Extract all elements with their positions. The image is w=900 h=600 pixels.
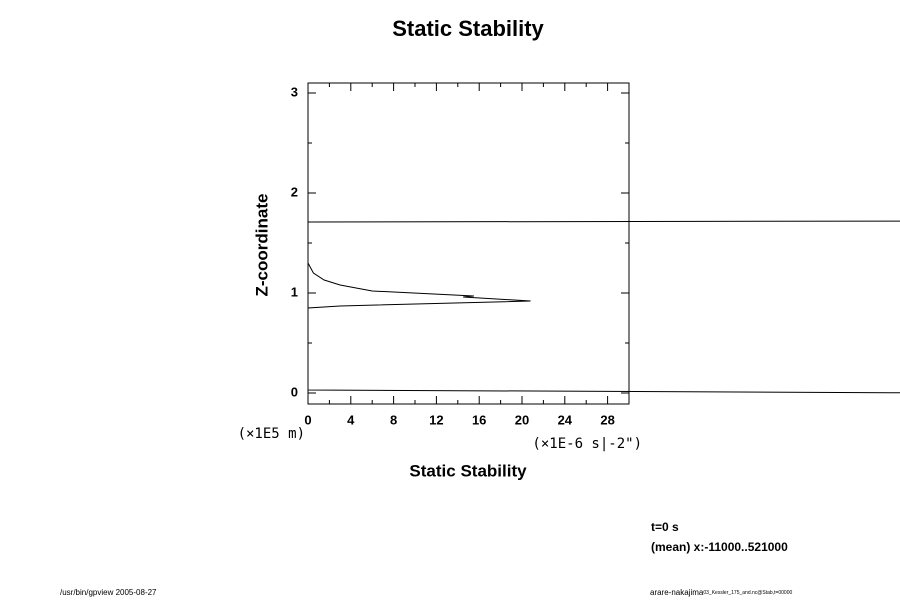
x-tick-label: 0 (304, 412, 311, 427)
plot-frame (307, 82, 630, 405)
x-tick-label: 8 (390, 412, 397, 427)
x-tick-label: 12 (429, 412, 443, 427)
annotation: t=0 s (651, 520, 679, 534)
y-axis-label: Z-coordinate (252, 194, 271, 297)
footer-part: arare-nakajima (650, 588, 704, 597)
footer: arare-nakajima03_Kessler_175_and.nc@Stab… (650, 588, 792, 597)
x-tick-label: 28 (600, 412, 614, 427)
chart-title: Static Stability (392, 16, 544, 41)
y-tick-label: 0 (291, 384, 298, 399)
annotation: (mean) x:-11000..521000 (651, 540, 788, 554)
x-tick-label: 16 (472, 412, 486, 427)
x-axis-label: Static Stability (409, 461, 527, 480)
y-unit: (×1E5 m) (238, 426, 305, 442)
data-line (307, 220, 900, 394)
footer-part: 03_Kessler_175_and.nc@Stab,t=00000 (703, 590, 792, 596)
x-tick-label: 24 (558, 412, 573, 427)
y-tick-label: 1 (291, 284, 298, 299)
y-tick-label: 3 (291, 84, 298, 99)
y-tick-label: 2 (291, 184, 298, 199)
x-tick-label: 20 (515, 412, 529, 427)
x-tick-label: 4 (347, 412, 355, 427)
x-unit: (×1E-6 s|-2") (532, 436, 642, 452)
footer: /usr/bin/gpview 2005-08-27 (60, 588, 157, 597)
